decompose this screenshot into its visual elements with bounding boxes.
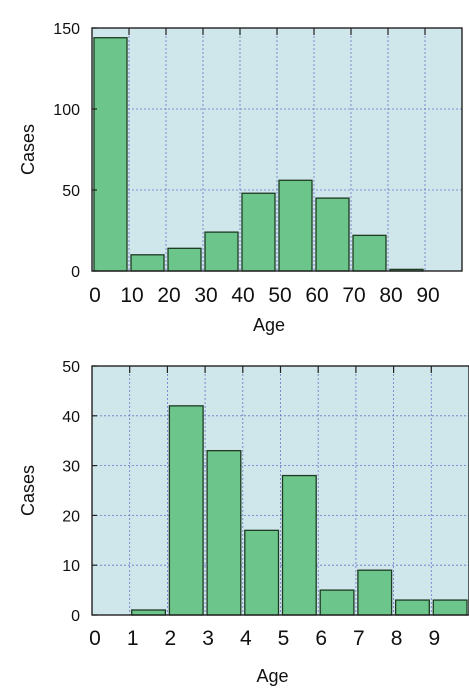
x-tick-label: 0 xyxy=(89,284,101,307)
y-tick-label: 100 xyxy=(53,102,80,119)
bar xyxy=(244,529,280,616)
bar xyxy=(352,234,387,272)
x-tick-label: 40 xyxy=(231,284,254,307)
bar xyxy=(206,450,242,616)
y-tick-label: 10 xyxy=(62,558,80,575)
bar xyxy=(394,599,430,616)
x-tick-label: 30 xyxy=(194,284,217,307)
x-axis-title: Age xyxy=(253,315,285,335)
bar xyxy=(278,179,313,272)
x-axis-title: Age xyxy=(256,666,288,686)
x-tick-label: 1 xyxy=(127,627,139,650)
y-tick-label: 20 xyxy=(62,508,80,525)
y-tick-label: 50 xyxy=(62,183,80,200)
y-tick-label: 40 xyxy=(62,409,80,426)
x-tick-label: 80 xyxy=(379,284,402,307)
y-axis-title: Cases xyxy=(18,124,38,175)
x-tick-label: 7 xyxy=(353,627,365,650)
x-tick-label: 4 xyxy=(240,627,252,650)
bar xyxy=(168,405,204,616)
x-tick-label: 70 xyxy=(342,284,365,307)
x-tick-label: 0 xyxy=(89,627,101,650)
x-tick-label: 2 xyxy=(165,627,177,650)
x-tick-label: 60 xyxy=(305,284,328,307)
bar xyxy=(357,569,393,616)
bar xyxy=(281,474,317,616)
chart-age-0-to-10: 0 10 20 30 40 50 0 1 2 3 4 5 6 7 8 9 Age Cases xyxy=(18,359,469,686)
bar xyxy=(432,599,468,616)
y-tick-label: 0 xyxy=(71,264,80,281)
y-tick-label: 150 xyxy=(53,21,80,38)
x-tick-label: 6 xyxy=(315,627,327,650)
bar xyxy=(93,37,128,272)
x-tick-label: 3 xyxy=(202,627,214,650)
x-tick-label: 10 xyxy=(120,284,143,307)
bar xyxy=(319,589,355,616)
x-tick-label: 90 xyxy=(416,284,439,307)
x-tick-label: 20 xyxy=(157,284,180,307)
y-tick-label: 0 xyxy=(71,608,80,625)
bar xyxy=(315,197,350,272)
chart-age-0-to-100: 0 50 100 150 0 10 20 30 40 50 60 70 80 90 Age Cases xyxy=(18,21,463,335)
bar xyxy=(131,609,167,616)
bar xyxy=(241,192,276,272)
bar xyxy=(167,247,202,272)
y-axis-title: Cases xyxy=(18,465,38,516)
y-tick-label: 50 xyxy=(62,359,80,376)
bar xyxy=(130,254,165,272)
x-tick-label: 50 xyxy=(268,284,291,307)
x-tick-label: 9 xyxy=(428,627,440,650)
x-tick-label: 5 xyxy=(278,627,290,650)
bar xyxy=(204,231,239,272)
y-tick-label: 30 xyxy=(62,459,80,476)
x-tick-label: 8 xyxy=(391,627,403,650)
